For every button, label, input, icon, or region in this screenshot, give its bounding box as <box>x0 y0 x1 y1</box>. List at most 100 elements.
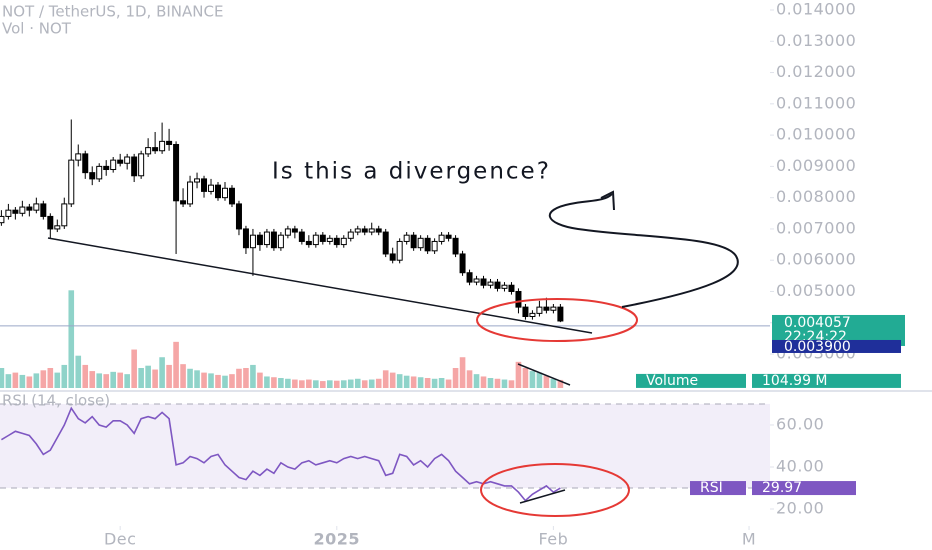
volume-bar <box>487 378 494 388</box>
volume-bar <box>47 368 54 388</box>
candle-body <box>466 272 473 283</box>
candle-body <box>249 234 256 249</box>
candle-body <box>19 206 26 214</box>
volume-bar <box>515 361 522 388</box>
volume-bar <box>403 375 410 388</box>
volume-bar <box>375 378 382 388</box>
candle-body <box>96 165 103 180</box>
volume-bar <box>445 379 452 388</box>
candle-body <box>47 215 54 230</box>
candle-body <box>54 225 61 230</box>
candle-body <box>0 215 5 224</box>
candle-body <box>480 278 487 286</box>
volume-bar <box>187 368 193 388</box>
candle-body <box>424 237 431 252</box>
candle-body <box>452 237 459 255</box>
volume-bar <box>124 374 130 388</box>
volume-bar <box>285 378 291 388</box>
volume-bar <box>480 376 487 388</box>
volume-bar <box>424 378 431 388</box>
rsi-name: RSI <box>700 480 723 496</box>
candle-body <box>40 203 47 217</box>
annotation: Is this a divergence? <box>272 159 551 185</box>
candle-body <box>263 231 270 246</box>
volume-bar <box>396 374 403 388</box>
volume-bar <box>201 372 207 388</box>
candle-body <box>312 234 319 246</box>
candle-body <box>501 284 508 289</box>
candle-body <box>270 231 277 249</box>
rsi-value-box <box>752 481 856 496</box>
candle-body <box>89 172 96 180</box>
candle-body <box>277 234 284 249</box>
volume-bar <box>138 368 144 388</box>
candle-body <box>194 178 201 183</box>
y-tick-label: 0.005000 <box>776 281 856 300</box>
candle-body <box>361 228 368 233</box>
volume-bar <box>131 349 137 388</box>
candle-body <box>431 240 438 252</box>
volume-bar <box>117 372 123 388</box>
volume-bar <box>382 370 389 388</box>
candle-body <box>5 209 12 217</box>
volume-bar <box>438 378 445 388</box>
candle-body <box>12 209 19 214</box>
rsi-line <box>0 406 561 502</box>
volume-bar <box>271 377 277 388</box>
candle-body <box>543 306 550 311</box>
volume-bar <box>299 380 305 388</box>
volume-bar <box>543 375 550 388</box>
candle-body <box>368 228 375 233</box>
candle-body <box>389 253 396 261</box>
volume-bar <box>194 370 200 388</box>
candle-body <box>333 237 340 246</box>
x-tick-label: 2025 <box>314 530 361 549</box>
candle-body <box>403 234 410 242</box>
chart-title: NOT / TetherUS, 1D, BINANCE <box>2 3 223 21</box>
volume-bar <box>306 379 312 388</box>
volume-trend-line <box>517 363 571 386</box>
volume-bar <box>354 378 361 388</box>
candle-body <box>117 159 124 164</box>
volume-bar <box>320 381 326 388</box>
candle-body <box>382 231 389 255</box>
volume-bar <box>173 341 179 388</box>
candle-body <box>61 203 68 227</box>
candle-body <box>166 140 173 145</box>
labels: 0.0030000.0040000.0050000.0060000.007000… <box>104 0 905 549</box>
candle-body <box>124 156 131 164</box>
volume-bar <box>54 372 61 388</box>
volume-bar <box>361 380 368 388</box>
candle-body <box>242 228 249 249</box>
y-tick-label: 0.010000 <box>776 125 856 144</box>
candle-body <box>522 306 529 318</box>
candle-body <box>417 237 424 249</box>
volume-bar <box>103 374 110 388</box>
volume-bar <box>208 373 214 388</box>
candle-body <box>494 281 501 289</box>
candle-body <box>180 200 187 205</box>
x-tick-label: Feb <box>538 530 568 549</box>
volume-bar <box>508 380 515 388</box>
candle-body <box>145 147 152 155</box>
candle-body <box>173 143 180 202</box>
candle-body <box>396 240 403 261</box>
volume-bar <box>110 371 116 388</box>
candle-body <box>228 187 235 205</box>
y-tick-label: 40.00 <box>776 456 824 475</box>
candle-body <box>347 231 354 239</box>
volume-bar <box>243 368 249 388</box>
arrow-head <box>600 190 615 211</box>
y-tick-label: 0.013000 <box>776 31 856 50</box>
arrow-curve <box>548 193 739 308</box>
volume-bar <box>333 380 340 388</box>
volume-bar <box>459 357 466 388</box>
volume-bar <box>466 370 473 388</box>
volume-bar <box>529 371 536 388</box>
volume-bar <box>501 379 508 388</box>
candle-body <box>235 203 242 230</box>
volume-bar <box>452 368 459 388</box>
volume-bar <box>431 378 438 388</box>
candle-body <box>75 153 82 161</box>
